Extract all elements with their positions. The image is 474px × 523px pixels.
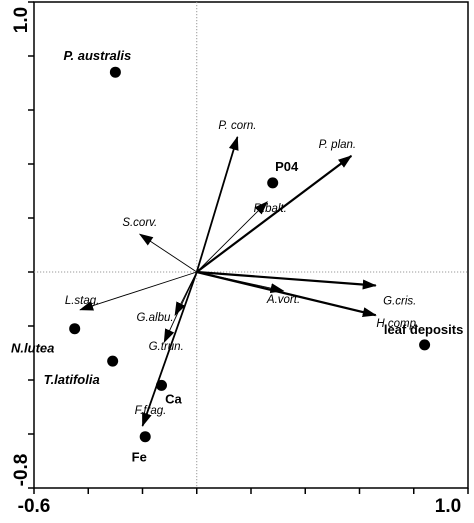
- vector-label-l-stag: L.stag.: [65, 295, 100, 307]
- vector-label-g-trun: G.trun.: [149, 341, 184, 353]
- vector-label-s-corv: S.corv.: [122, 217, 157, 229]
- point-label-p-australis: P. australis: [64, 48, 132, 63]
- vector-p-plan: [196, 155, 353, 273]
- vector-label-a-vort: A.vort.: [266, 294, 300, 306]
- species-vectors: P. corn. P. plan. R.balt. S.corv. L.stag. G.a…: [65, 120, 419, 427]
- point-p-australis: [109, 66, 121, 78]
- vector-p-corn: [195, 136, 239, 273]
- point-leaf-deposits: [419, 339, 431, 351]
- plot-frame: [33, 1, 469, 489]
- point-label-n-lutea: N.lutea: [11, 341, 54, 356]
- reference-lines: [34, 2, 468, 488]
- environment-points: P. australis P04 N.lutea T.latifolia Ca Fe lea…: [11, 48, 463, 465]
- vector-label-g-albu: G.albu.: [137, 312, 174, 324]
- vector-g-cris: [196, 270, 377, 290]
- point-label-fe: Fe: [132, 450, 147, 465]
- vector-label-f-frag: F.frag.: [135, 405, 167, 417]
- axis-tick-labels: -0.6 1.0 1.0 -0.8: [11, 7, 461, 517]
- y-tick-label-max: 1.0: [11, 7, 32, 33]
- vector-r-balt: [196, 201, 268, 273]
- point-fe: [139, 431, 151, 443]
- vector-s-corv: [138, 233, 197, 273]
- vector-f-frag: [141, 271, 198, 427]
- point-label-t-latifolia: T.latifolia: [44, 372, 100, 387]
- vector-h-comp: [196, 270, 377, 318]
- vector-label-r-balt: R.balt.: [254, 203, 287, 215]
- vector-label-p-corn: P. corn.: [218, 120, 256, 132]
- vector-l-stag: [79, 271, 197, 311]
- y-tick-label-min: -0.8: [11, 454, 32, 487]
- x-tick-label-max: 1.0: [435, 496, 461, 517]
- point-n-lutea: [69, 323, 81, 335]
- vector-a-vort: [196, 271, 285, 294]
- vector-label-g-cris: G.cris.: [383, 296, 416, 308]
- point-label-ca: Ca: [165, 391, 182, 406]
- point-label-p04: P04: [275, 159, 299, 174]
- vector-label-h-comp: H.comp.: [376, 318, 419, 330]
- x-tick-label-min: -0.6: [18, 496, 51, 517]
- vector-label-p-plan: P. plan.: [319, 139, 357, 151]
- point-ca: [155, 379, 167, 391]
- axis-ticks: [28, 1, 469, 494]
- point-p04: [267, 177, 279, 189]
- point-t-latifolia: [107, 355, 119, 367]
- point-label-leaf-deposits: leaf deposits: [384, 322, 463, 337]
- vector-g-trun: [163, 271, 198, 344]
